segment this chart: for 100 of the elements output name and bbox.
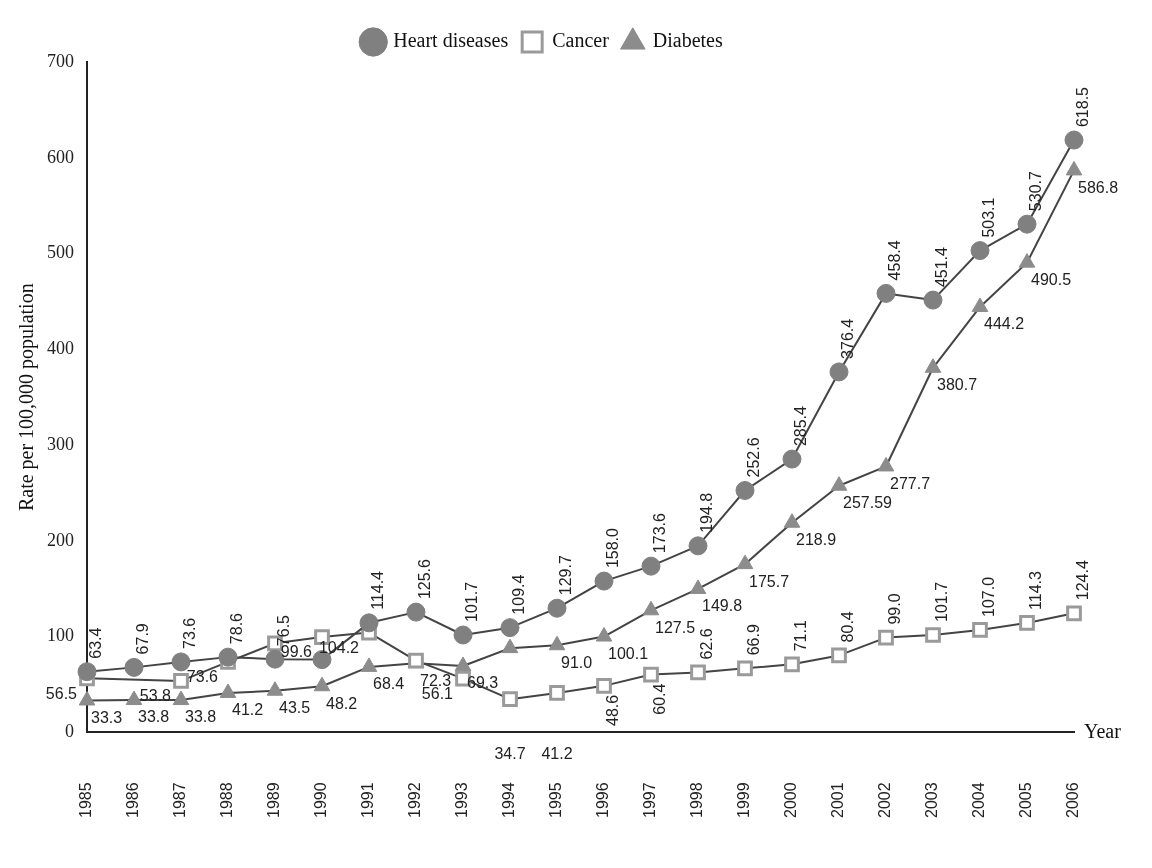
x-tick-label: 1988	[218, 782, 236, 818]
data-label: 194.8	[698, 492, 716, 533]
x-tick-label: 2006	[1064, 782, 1082, 818]
y-tick-label: 0	[65, 721, 74, 742]
point	[594, 571, 614, 591]
data-label: 56.5	[45, 684, 78, 702]
data-label: 60.4	[651, 683, 669, 715]
y-tick-label: 300	[47, 433, 74, 454]
point	[642, 600, 660, 616]
point	[925, 627, 941, 643]
x-tick-label: 1991	[359, 782, 377, 818]
data-label: 586.8	[1078, 178, 1119, 196]
y-tick-label: 700	[47, 50, 74, 71]
point	[737, 660, 753, 677]
point	[453, 625, 473, 645]
data-label: 503.1	[980, 197, 998, 238]
point	[406, 602, 426, 622]
point	[971, 297, 989, 312]
data-label: 73.6	[186, 668, 219, 686]
x-tick-label: 1997	[641, 782, 659, 818]
data-label: 530.7	[1027, 171, 1045, 212]
x-tick-label: 2001	[829, 782, 847, 818]
data-label: 277.7	[890, 474, 931, 492]
point	[596, 678, 612, 694]
point	[641, 556, 661, 576]
x-axis-title: Year	[1084, 719, 1122, 742]
point	[1064, 130, 1084, 150]
data-label: 62.6	[698, 628, 716, 660]
data-label: 114.4	[369, 570, 387, 610]
data-label: 100.1	[608, 644, 649, 662]
data-label: 78.6	[228, 612, 246, 645]
data-label: 158.0	[604, 527, 622, 569]
x-tick-label: 1994	[500, 782, 518, 818]
x-tick-label: 1996	[594, 782, 612, 818]
y-tick-label: 100	[47, 625, 74, 646]
x-tick-label: 2000	[782, 782, 800, 818]
point	[172, 690, 190, 706]
point	[689, 579, 707, 594]
data-label: 175.7	[749, 572, 790, 590]
data-label: 107.0	[980, 576, 998, 617]
x-tick-label: 1992	[406, 782, 424, 818]
point	[970, 241, 990, 261]
point	[548, 635, 566, 651]
data-label: 41.2	[541, 744, 573, 762]
y-tick-label: 500	[47, 242, 74, 263]
x-tick-label: 2004	[970, 782, 988, 818]
point	[173, 673, 189, 689]
data-label: 69.3	[467, 674, 499, 692]
data-label: 43.5	[279, 699, 311, 717]
point	[830, 476, 848, 491]
data-label: 127.5	[655, 618, 696, 636]
data-label: 444.2	[984, 315, 1025, 333]
x-tick-label: 1989	[265, 782, 283, 818]
data-label: 67.9	[134, 623, 152, 655]
data-label: 101.7	[933, 581, 951, 623]
point	[313, 676, 331, 692]
data-label: 34.7	[494, 744, 526, 762]
point	[1019, 615, 1035, 631]
point	[923, 290, 943, 310]
point	[1018, 253, 1036, 268]
data-label: 99.0	[886, 593, 904, 625]
data-label: 380.7	[937, 376, 978, 394]
data-label: 114.3	[1027, 570, 1045, 610]
data-label: 66.9	[745, 624, 763, 656]
y-axis-title: Rate per 100,000 population	[15, 283, 39, 512]
point	[736, 554, 754, 570]
x-tick-label: 1990	[312, 782, 330, 818]
point	[359, 613, 379, 633]
data-label: 99.6	[280, 643, 313, 661]
data-label: 173.6	[651, 513, 669, 554]
y-tick-label: 600	[47, 146, 74, 167]
point	[266, 681, 284, 696]
point	[502, 691, 518, 708]
point	[688, 536, 708, 556]
point	[876, 283, 896, 303]
data-label: 63.4	[87, 627, 105, 659]
point	[829, 362, 849, 382]
data-label: 101.7	[463, 581, 481, 623]
data-label: 618.5	[1074, 86, 1092, 128]
legend-label: Cancer	[552, 29, 610, 52]
point	[454, 656, 472, 672]
data-label: 91.0	[561, 653, 593, 671]
point	[878, 629, 894, 646]
x-tick-label: 2002	[876, 782, 894, 818]
data-label: 376.4	[839, 318, 857, 359]
point	[360, 657, 378, 672]
data-label: 56.1	[421, 685, 454, 703]
point	[501, 638, 519, 654]
x-tick-label: 1987	[171, 782, 189, 818]
point	[171, 652, 191, 672]
point	[643, 666, 659, 683]
data-label: 285.4	[792, 405, 810, 447]
x-tick-label: 1998	[688, 782, 706, 818]
x-tick-label: 2003	[923, 782, 941, 818]
data-label: 218.9	[796, 531, 837, 549]
point	[972, 622, 988, 638]
x-tick-label: 1995	[547, 782, 565, 818]
point	[219, 683, 237, 698]
data-label: 73.6	[181, 617, 199, 649]
point	[595, 627, 613, 642]
